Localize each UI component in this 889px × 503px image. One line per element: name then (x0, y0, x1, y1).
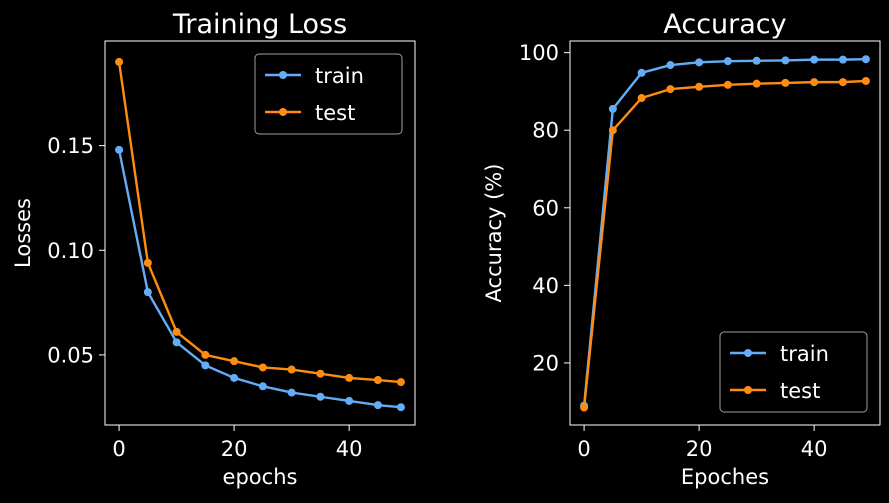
y-tick-label: 80 (532, 119, 559, 143)
x-axis-label: Epoches (681, 465, 769, 489)
y-tick-label: 0.10 (47, 239, 94, 263)
data-point (230, 357, 239, 366)
data-point (373, 376, 382, 385)
data-point (287, 388, 296, 397)
plot-frame (569, 40, 881, 426)
data-point (201, 361, 210, 370)
data-point (316, 369, 325, 378)
y-axis-label: Losses (11, 198, 35, 268)
data-point (810, 78, 819, 87)
data-point (861, 55, 870, 64)
data-point (115, 57, 124, 66)
data-point (396, 378, 405, 387)
data-point (637, 68, 646, 77)
y-tick-label: 20 (532, 351, 559, 375)
data-point (580, 403, 589, 412)
data-point (345, 373, 354, 382)
data-point (608, 126, 617, 135)
legend-marker-test (279, 108, 287, 116)
chart-title: Accuracy (663, 9, 786, 40)
y-tick-label: 0.05 (47, 343, 94, 367)
data-point (666, 85, 675, 94)
data-point (781, 78, 790, 87)
legend-marker-test (744, 386, 752, 394)
data-point (258, 363, 267, 372)
y-axis-label: Accuracy (%) (482, 164, 506, 303)
y-tick-label: 0.15 (47, 134, 94, 158)
legend-label-train: train (315, 64, 364, 88)
data-point (861, 76, 870, 85)
x-axis-label: epochs (223, 465, 298, 489)
data-point (345, 396, 354, 405)
data-point (115, 145, 124, 154)
data-point (666, 61, 675, 70)
y-tick-label: 100 (519, 41, 559, 65)
data-point (695, 58, 704, 67)
data-point (838, 78, 847, 87)
data-point (316, 392, 325, 401)
data-point (723, 80, 732, 89)
data-point (695, 82, 704, 91)
chart-title: Training Loss (172, 9, 347, 40)
data-point (637, 94, 646, 103)
data-point (752, 56, 761, 65)
chart-panel-loss: Training Loss 0 20 40 0.05 0.10 0.15 epochs Loss… (11, 9, 416, 489)
data-point (752, 79, 761, 88)
data-point (723, 57, 732, 66)
y-tick-label: 60 (532, 196, 559, 220)
x-tick-label: 0 (577, 437, 590, 461)
x-tick-label: 40 (801, 437, 828, 461)
chart-panel-acc: Accuracy 0 20 40 20 40 60 80 100 Epoches Accuracy … (482, 9, 881, 489)
data-point (172, 338, 181, 347)
data-point (838, 55, 847, 64)
legend: train test (254, 53, 403, 135)
x-tick-label: 40 (336, 437, 363, 461)
legend-label-train: train (780, 342, 829, 366)
data-point (143, 258, 152, 267)
data-point (201, 350, 210, 359)
data-point (258, 382, 267, 391)
plot-frame (104, 40, 416, 426)
legend-marker-train (744, 349, 752, 357)
legend: train test (719, 331, 868, 413)
data-point (373, 401, 382, 410)
series-test (580, 76, 870, 412)
legend-marker-train (279, 71, 287, 79)
series-train (580, 55, 870, 410)
data-point (172, 327, 181, 336)
series-train (115, 145, 405, 412)
series-test (115, 57, 405, 387)
x-tick-label: 20 (686, 437, 713, 461)
legend-label-test: test (780, 379, 820, 403)
data-point (781, 56, 790, 65)
legend-label-test: test (315, 101, 355, 125)
data-point (810, 55, 819, 64)
data-point (396, 403, 405, 412)
data-point (608, 104, 617, 113)
x-tick-label: 20 (221, 437, 248, 461)
x-tick-label: 0 (112, 437, 125, 461)
data-point (230, 373, 239, 382)
data-point (143, 288, 152, 297)
data-point (287, 365, 296, 374)
y-tick-label: 40 (532, 274, 559, 298)
